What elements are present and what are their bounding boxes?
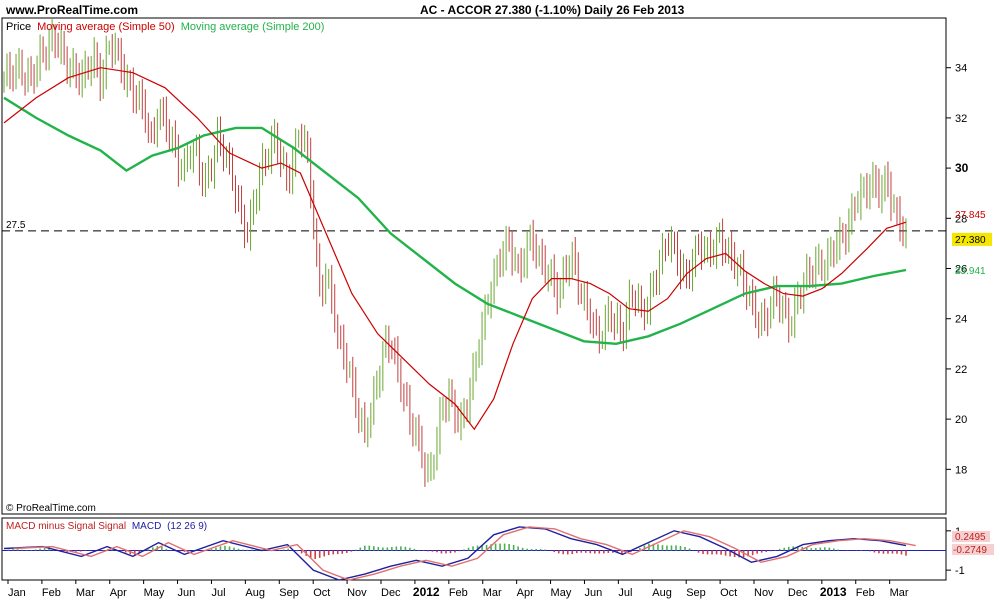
x-tick-label: Aug: [652, 587, 672, 599]
ma200-value: 25.941: [955, 266, 986, 277]
price-legend: Price Moving average (Simple 50) Moving …: [6, 21, 324, 33]
macd-line: [3, 526, 907, 581]
legend-macd-params: (12 26 9): [167, 521, 207, 532]
x-tick-label: Jun: [178, 587, 196, 599]
x-tick-label: Jan: [8, 587, 26, 599]
ma200-value-tag: 25.941: [955, 266, 986, 277]
x-tick-label: Feb: [449, 587, 468, 599]
x-tick-label: Nov: [347, 587, 367, 599]
legend-macd-hist: MACD minus Signal Signal: [6, 521, 126, 532]
x-tick-label: Mar: [890, 587, 909, 599]
price-axis: 18 20 22 24 26 28 30 32 34: [946, 63, 969, 476]
x-tick-label: Oct: [313, 587, 330, 599]
chart-title: AC - ACCOR 27.380 (-1.10%) Daily 26 Feb …: [420, 3, 685, 17]
x-tick-label: Feb: [856, 587, 875, 599]
x-tick-label: Apr: [517, 587, 534, 599]
y-tick-label: 20: [955, 414, 967, 426]
price-panel: [1, 17, 947, 515]
legend-ma200: Moving average (Simple 200): [181, 21, 325, 33]
y-tick-label: 30: [955, 161, 969, 175]
site-name: www.ProRealTime.com: [5, 3, 138, 17]
legend-macd: MACD: [132, 521, 161, 532]
signal-line: [13, 526, 916, 581]
reference-line-label: 27.5: [6, 220, 26, 231]
x-tick-label: Jun: [584, 587, 602, 599]
y-tick-label: 26: [955, 264, 967, 276]
x-tick-label: Dec: [788, 587, 808, 599]
y-tick-label: 18: [955, 464, 967, 476]
macd-tick-label: -1: [955, 565, 965, 577]
x-tick-label: Feb: [42, 587, 61, 599]
ma200-line: [3, 96, 907, 346]
x-tick-label: Jul: [618, 587, 632, 599]
x-tick-label: Nov: [754, 587, 774, 599]
ma50-value-tag: 27.845: [955, 210, 986, 221]
legend-price: Price: [6, 21, 31, 33]
x-tick-label: Sep: [686, 587, 706, 599]
x-tick-label: Mar: [76, 587, 95, 599]
x-tick-label: Oct: [720, 587, 737, 599]
x-tick-label: Aug: [245, 587, 265, 599]
ma50-line: [3, 67, 907, 431]
macd-legend: MACD minus Signal Signal MACD (12 26 9): [6, 521, 207, 532]
y-tick-label: 34: [955, 63, 967, 75]
x-tick-label: Mar: [483, 587, 502, 599]
x-tick-label: Jul: [211, 587, 225, 599]
x-tick-label: Sep: [279, 587, 299, 599]
y-tick-label: 24: [955, 314, 967, 326]
time-axis: Jan Feb Mar Apr May Jun Jul Aug Sep Oct Nov Dec 2012…: [7, 580, 909, 599]
x-tick-label: 2012: [413, 585, 440, 599]
y-tick-label: 28: [955, 213, 967, 225]
signal-value: -0.2749: [953, 545, 987, 556]
ma50-value: 27.845: [955, 210, 986, 221]
legend-ma50: Moving average (Simple 50): [37, 21, 175, 33]
x-tick-label: Apr: [110, 587, 127, 599]
x-tick-label: May: [551, 587, 572, 599]
x-tick-label: 2013: [820, 585, 847, 599]
y-tick-label: 32: [955, 113, 967, 125]
last-price-tag: 27.380: [952, 232, 992, 246]
price-bars: [3, 19, 907, 487]
macd-value: 0.2495: [955, 532, 986, 543]
watermark: © ProRealTime.com: [6, 503, 96, 514]
y-tick-label: 22: [955, 364, 967, 376]
x-tick-label: Dec: [381, 587, 401, 599]
last-price-value: 27.380: [955, 235, 986, 246]
x-tick-label: May: [144, 587, 165, 599]
